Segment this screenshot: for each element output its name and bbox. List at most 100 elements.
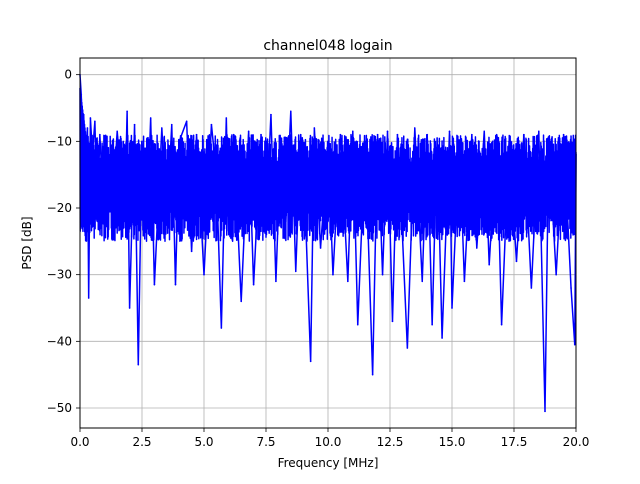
y-tick-label: −20: [47, 201, 72, 215]
psd-point: [232, 133, 235, 136]
psd-point: [294, 270, 297, 273]
psd-point: [495, 133, 498, 136]
psd-point: [111, 207, 114, 209]
psd-point: [106, 153, 109, 156]
psd-point: [270, 113, 272, 116]
psd-point: [573, 343, 576, 346]
psd-point: [225, 117, 228, 119]
psd-point: [178, 140, 180, 143]
psd-point: [327, 140, 329, 143]
psd-point: [210, 123, 213, 126]
psd-point: [523, 133, 525, 136]
psd-point: [260, 133, 262, 136]
psd-point: [82, 113, 85, 116]
psd-point: [386, 130, 389, 133]
psd-point: [309, 360, 312, 363]
psd-point: [185, 120, 188, 123]
psd-point: [381, 273, 384, 276]
y-axis-label: PSD [dB]: [20, 216, 34, 269]
psd-point: [146, 220, 148, 223]
psd-point: [476, 247, 478, 249]
psd-point: [313, 127, 316, 129]
psd-point: [228, 233, 230, 236]
x-tick-label: 17.5: [501, 435, 528, 449]
x-tick-label: 20.0: [563, 435, 590, 449]
psd-point: [562, 133, 565, 136]
psd-point: [170, 123, 173, 126]
psd-point: [547, 140, 550, 143]
psd-point: [406, 347, 409, 349]
psd-point: [123, 220, 126, 223]
psd-point: [431, 323, 433, 326]
psd-point: [364, 140, 367, 143]
y-tick-label: −30: [47, 268, 72, 282]
psd-point: [203, 273, 205, 276]
psd-point: [149, 117, 152, 119]
x-tick-label: 10.0: [315, 435, 342, 449]
psd-point: [441, 337, 443, 339]
psd-point: [174, 283, 177, 286]
psd-point: [332, 273, 334, 276]
psd-point: [247, 130, 250, 133]
psd-point: [252, 283, 255, 286]
psd-point: [99, 133, 101, 136]
psd-point: [451, 307, 453, 309]
y-tick-label: −50: [47, 401, 72, 415]
psd-point: [458, 140, 461, 143]
chart-title: channel048 logain: [263, 38, 392, 54]
psd-point: [220, 327, 223, 329]
psd-point: [195, 133, 198, 136]
psd-point: [128, 307, 131, 309]
x-tick-label: 5.0: [194, 435, 213, 449]
x-tick-label: 7.5: [256, 435, 275, 449]
psd-point: [570, 287, 572, 289]
x-tick-label: 2.5: [132, 435, 151, 449]
psd-point: [500, 323, 503, 326]
psd-point: [81, 133, 84, 136]
psd-point: [153, 283, 156, 286]
psd-point: [304, 220, 307, 223]
psd-point: [290, 110, 292, 113]
psd-point: [356, 323, 359, 326]
psd-point: [137, 363, 140, 366]
psd-point: [352, 130, 354, 133]
axis-ticks: 0.0 2.5 5.0 7.5 10.0 12.5 15.0 17.5 20.0 0 −10 −20 −…: [47, 68, 590, 449]
x-tick-label: 12.5: [377, 435, 404, 449]
y-tick-label: 0: [64, 68, 72, 82]
psd-point: [421, 280, 424, 283]
psd-point: [401, 233, 404, 236]
psd-point: [319, 247, 322, 249]
psd-point: [299, 133, 302, 136]
psd-point: [280, 140, 282, 143]
psd-point: [265, 220, 267, 223]
psd-point: [87, 297, 90, 299]
psd-point: [347, 280, 349, 283]
x-axis-label: Frequency [MHz]: [278, 456, 379, 470]
psd-point: [86, 127, 89, 129]
psd-point: [396, 133, 399, 136]
psd-point: [538, 130, 540, 133]
psd-point: [371, 373, 374, 376]
x-tick-label: 0.0: [70, 435, 89, 449]
psd-point: [530, 287, 533, 289]
psd-point: [84, 167, 86, 169]
psd-point: [463, 280, 466, 283]
psd-point: [96, 220, 99, 223]
psd-point: [190, 250, 193, 253]
psd-point: [275, 280, 277, 283]
psd-point: [215, 173, 218, 176]
psd-point: [414, 127, 416, 129]
psd-point: [426, 133, 429, 136]
psd-point: [240, 300, 242, 303]
psd-point: [391, 320, 394, 323]
psd-point: [285, 220, 287, 223]
psd-point: [104, 233, 106, 236]
psd-point: [483, 130, 486, 133]
psd-point: [89, 117, 92, 119]
psd-point: [141, 140, 143, 143]
psd-point: [116, 130, 118, 133]
psd-point: [555, 273, 557, 276]
psd-point: [91, 153, 94, 156]
